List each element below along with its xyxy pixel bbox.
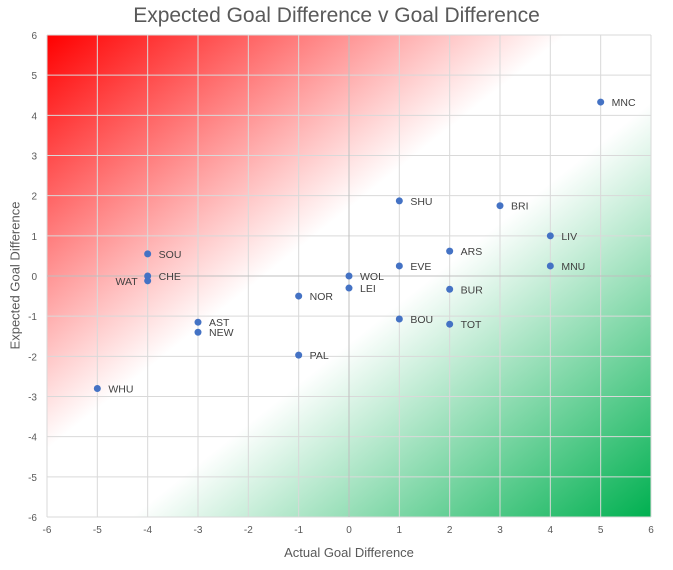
data-point: [597, 98, 605, 106]
data-point-label: EVE: [410, 261, 431, 273]
data-point: [345, 284, 353, 292]
data-point-label: MNU: [561, 261, 585, 273]
y-tick-label: -3: [28, 393, 37, 404]
y-tick-label: -2: [28, 352, 37, 363]
data-point-label: TOT: [461, 319, 482, 331]
x-tick-label: 3: [497, 525, 503, 536]
x-tick-label: -6: [43, 525, 52, 536]
data-point: [345, 272, 353, 280]
data-point: [395, 262, 403, 270]
data-point: [144, 250, 152, 258]
data-point: [395, 197, 403, 205]
data-point-label: WHU: [108, 383, 133, 395]
data-point-label: NOR: [310, 291, 334, 303]
data-point: [496, 202, 504, 210]
x-tick-label: -1: [294, 525, 303, 536]
x-tick-label: -4: [143, 525, 152, 536]
data-point: [144, 277, 152, 285]
x-tick-label: 1: [397, 525, 403, 536]
data-point: [93, 384, 101, 392]
data-point: [295, 351, 303, 359]
x-tick-label: 2: [447, 525, 453, 536]
x-tick-label: 4: [548, 525, 554, 536]
data-point: [446, 247, 454, 255]
data-point: [446, 285, 454, 293]
y-tick-label: 6: [31, 31, 37, 42]
y-tick-label: 3: [31, 152, 37, 163]
data-point: [144, 272, 152, 280]
data-point-label: PAL: [310, 350, 329, 362]
data-point-label: SOU: [159, 249, 182, 261]
y-axis-label: Expected Goal Difference: [7, 201, 23, 350]
y-tick-label: 4: [31, 111, 37, 122]
data-point-label: BRI: [511, 201, 529, 213]
x-tick-label: 5: [598, 525, 604, 536]
data-point-label: BOU: [410, 314, 433, 326]
y-tick-label: 1: [31, 232, 37, 243]
x-tick-label: -2: [244, 525, 253, 536]
data-point-label: MNC: [612, 97, 636, 109]
data-point: [194, 318, 202, 326]
data-point: [395, 315, 403, 323]
data-point-label: BUR: [461, 284, 484, 296]
data-point-label: NEW: [209, 327, 234, 339]
data-point-label: AST: [209, 317, 230, 329]
data-point: [295, 292, 303, 300]
data-point: [546, 262, 554, 270]
data-point: [446, 320, 454, 328]
data-point-label: LEI: [360, 283, 376, 295]
y-tick-label: -5: [28, 473, 37, 484]
y-tick-label: 0: [31, 272, 37, 283]
data-point: [194, 328, 202, 336]
x-tick-label: -5: [93, 525, 102, 536]
y-tick-label: -6: [28, 513, 37, 524]
data-point-label: LIV: [561, 231, 577, 243]
y-tick-label: 2: [31, 192, 37, 203]
data-point-label: CHE: [159, 271, 181, 283]
data-point-label: WAT: [115, 276, 138, 288]
data-point-label: SHU: [410, 196, 432, 208]
data-point-label: WOL: [360, 271, 384, 283]
y-tick-label: -4: [28, 433, 37, 444]
x-tick-label: 0: [346, 525, 352, 536]
data-point: [546, 232, 554, 240]
data-point-label: ARS: [461, 246, 483, 258]
x-axis-label: Actual Goal Difference: [284, 545, 414, 560]
x-tick-label: -3: [194, 525, 203, 536]
y-tick-label: 5: [31, 71, 37, 82]
x-tick-label: 6: [648, 525, 654, 536]
y-tick-label: -1: [28, 312, 37, 323]
chart-title: Expected Goal Difference v Goal Differen…: [133, 4, 540, 27]
